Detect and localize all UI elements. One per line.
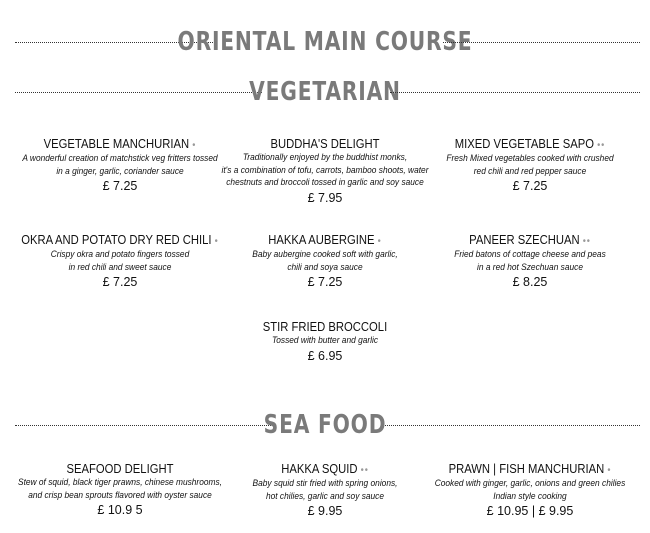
- item-name-text: PRAWN | FISH MANCHURIAN: [448, 462, 605, 476]
- item-name-text: HAKKA SQUID: [281, 462, 358, 476]
- item-description: Crispy okra and potato fingers tossed: [50, 249, 190, 260]
- item-description: hot chilies, garlic and soy sauce: [265, 490, 385, 502]
- item-description: Fresh Mixed vegetables cooked with crush…: [446, 153, 614, 164]
- item-name-text: MIXED VEGETABLE SAPO: [454, 137, 594, 151]
- item-price: £ 7.95: [307, 190, 343, 205]
- chili-spice-icon: •: [214, 236, 219, 247]
- item-name: PRAWN | FISH MANCHURIAN •: [427, 462, 634, 478]
- vegetarian-heading: VEGETARIAN: [0, 77, 650, 107]
- item-name-text: VEGETABLE MANCHURIAN: [43, 137, 190, 151]
- menu-item: MIXED VEGETABLE SAPO •• Fresh Mixed veget…: [415, 137, 645, 194]
- item-name-text: PANEER SZECHUAN: [469, 233, 580, 247]
- divider: [15, 92, 262, 93]
- menu-item: PANEER SZECHUAN •• Fried batons of cottag…: [415, 233, 645, 290]
- chili-spice-icon: ••: [597, 140, 606, 151]
- chili-spice-icon: •: [377, 236, 382, 247]
- item-description: Baby aubergine cooked soft with garlic,: [252, 249, 398, 260]
- divider: [385, 425, 640, 426]
- item-name: STIR FRIED BROCCOLI: [222, 320, 429, 335]
- menu-item: VEGETABLE MANCHURIAN • A wonderful creati…: [5, 137, 235, 194]
- item-description: Tossed with butter and garlic: [271, 335, 379, 346]
- item-description: Traditionally enjoyed by the buddhist mo…: [242, 152, 408, 163]
- item-description: Cooked with ginger, garlic, onions and g…: [434, 478, 626, 489]
- item-description: in a ginger, garlic, coriander sauce: [56, 165, 184, 177]
- item-price: £ 7.25: [307, 275, 343, 289]
- item-name-text: SEAFOOD DELIGHT: [66, 462, 174, 476]
- item-name: HAKKA AUBERGINE •: [222, 233, 429, 249]
- item-price: £ 7.25: [102, 275, 138, 289]
- divider: [15, 425, 275, 426]
- item-name: OKRA AND POTATO DRY RED CHILI •: [17, 233, 224, 249]
- item-name: HAKKA SQUID ••: [222, 462, 429, 478]
- item-name-text: HAKKA AUBERGINE: [268, 233, 375, 247]
- item-description: chestnuts and broccoli tossed in garlic …: [226, 177, 424, 188]
- item-description: it's a combination of tofu, carrots, bam…: [221, 164, 429, 176]
- item-description: Fried batons of cottage cheese and peas: [454, 249, 606, 260]
- item-price: £ 7.25: [102, 179, 138, 193]
- item-description: in red chili and sweet sauce: [68, 261, 172, 273]
- menu-item: BUDDHA'S DELIGHT Traditionally enjoyed by…: [210, 137, 440, 206]
- item-description: and crisp bean sprouts flavored with oys…: [28, 489, 212, 501]
- item-price: £ 10.9 5: [97, 503, 143, 517]
- item-description: Baby squid stir fried with spring onions…: [252, 478, 398, 489]
- item-price: £ 9.95: [307, 504, 343, 518]
- main-heading: ORIENTAL MAIN COURSE: [0, 27, 650, 57]
- menu-item: HAKKA SQUID •• Baby squid stir fried with…: [210, 462, 440, 519]
- chili-spice-icon: ••: [360, 465, 369, 476]
- item-name: BUDDHA'S DELIGHT: [222, 137, 429, 152]
- item-price: £ 6.95: [307, 348, 343, 363]
- item-name: MIXED VEGETABLE SAPO ••: [427, 137, 634, 153]
- menu-item: OKRA AND POTATO DRY RED CHILI • Crispy ok…: [5, 233, 235, 290]
- menu-item: SEAFOOD DELIGHT Stew of squid, black tige…: [5, 462, 235, 518]
- menu-item: PRAWN | FISH MANCHURIAN • Cooked with gin…: [415, 462, 645, 519]
- item-name-text: STIR FRIED BROCCOLI: [262, 320, 388, 334]
- menu-item: STIR FRIED BROCCOLI Tossed with butter an…: [210, 320, 440, 364]
- item-description: A wonderful creation of matchstick veg f…: [22, 153, 218, 164]
- chili-spice-icon: ••: [582, 236, 591, 247]
- item-name: SEAFOOD DELIGHT: [17, 462, 224, 477]
- item-price: £ 10.95 | £ 9.95: [486, 504, 574, 518]
- section-title: VEGETARIAN: [249, 77, 401, 107]
- item-name: VEGETABLE MANCHURIAN •: [17, 137, 224, 153]
- page-title: ORIENTAL MAIN COURSE: [177, 27, 473, 57]
- item-description: red chili and red pepper sauce: [473, 165, 587, 177]
- divider: [443, 42, 640, 43]
- divider: [390, 92, 640, 93]
- item-description: in a red hot Szechuan sauce: [477, 261, 583, 273]
- seafood-heading: SEA FOOD: [0, 410, 650, 440]
- item-description: Indian style cooking: [493, 490, 567, 502]
- menu-item: HAKKA AUBERGINE • Baby aubergine cooked s…: [210, 233, 440, 290]
- item-price: £ 8.25: [512, 275, 548, 289]
- chili-spice-icon: •: [192, 140, 197, 151]
- item-name-text: OKRA AND POTATO DRY RED CHILI: [21, 233, 212, 247]
- item-name-text: BUDDHA'S DELIGHT: [270, 137, 380, 151]
- chili-spice-icon: •: [607, 465, 612, 476]
- divider: [15, 42, 215, 43]
- section-title: SEA FOOD: [263, 410, 387, 440]
- item-price: £ 7.25: [512, 179, 548, 193]
- item-description: chili and soya sauce: [287, 261, 363, 273]
- item-name: PANEER SZECHUAN ••: [427, 233, 634, 249]
- item-description: Stew of squid, black tiger prawns, chine…: [18, 477, 222, 488]
